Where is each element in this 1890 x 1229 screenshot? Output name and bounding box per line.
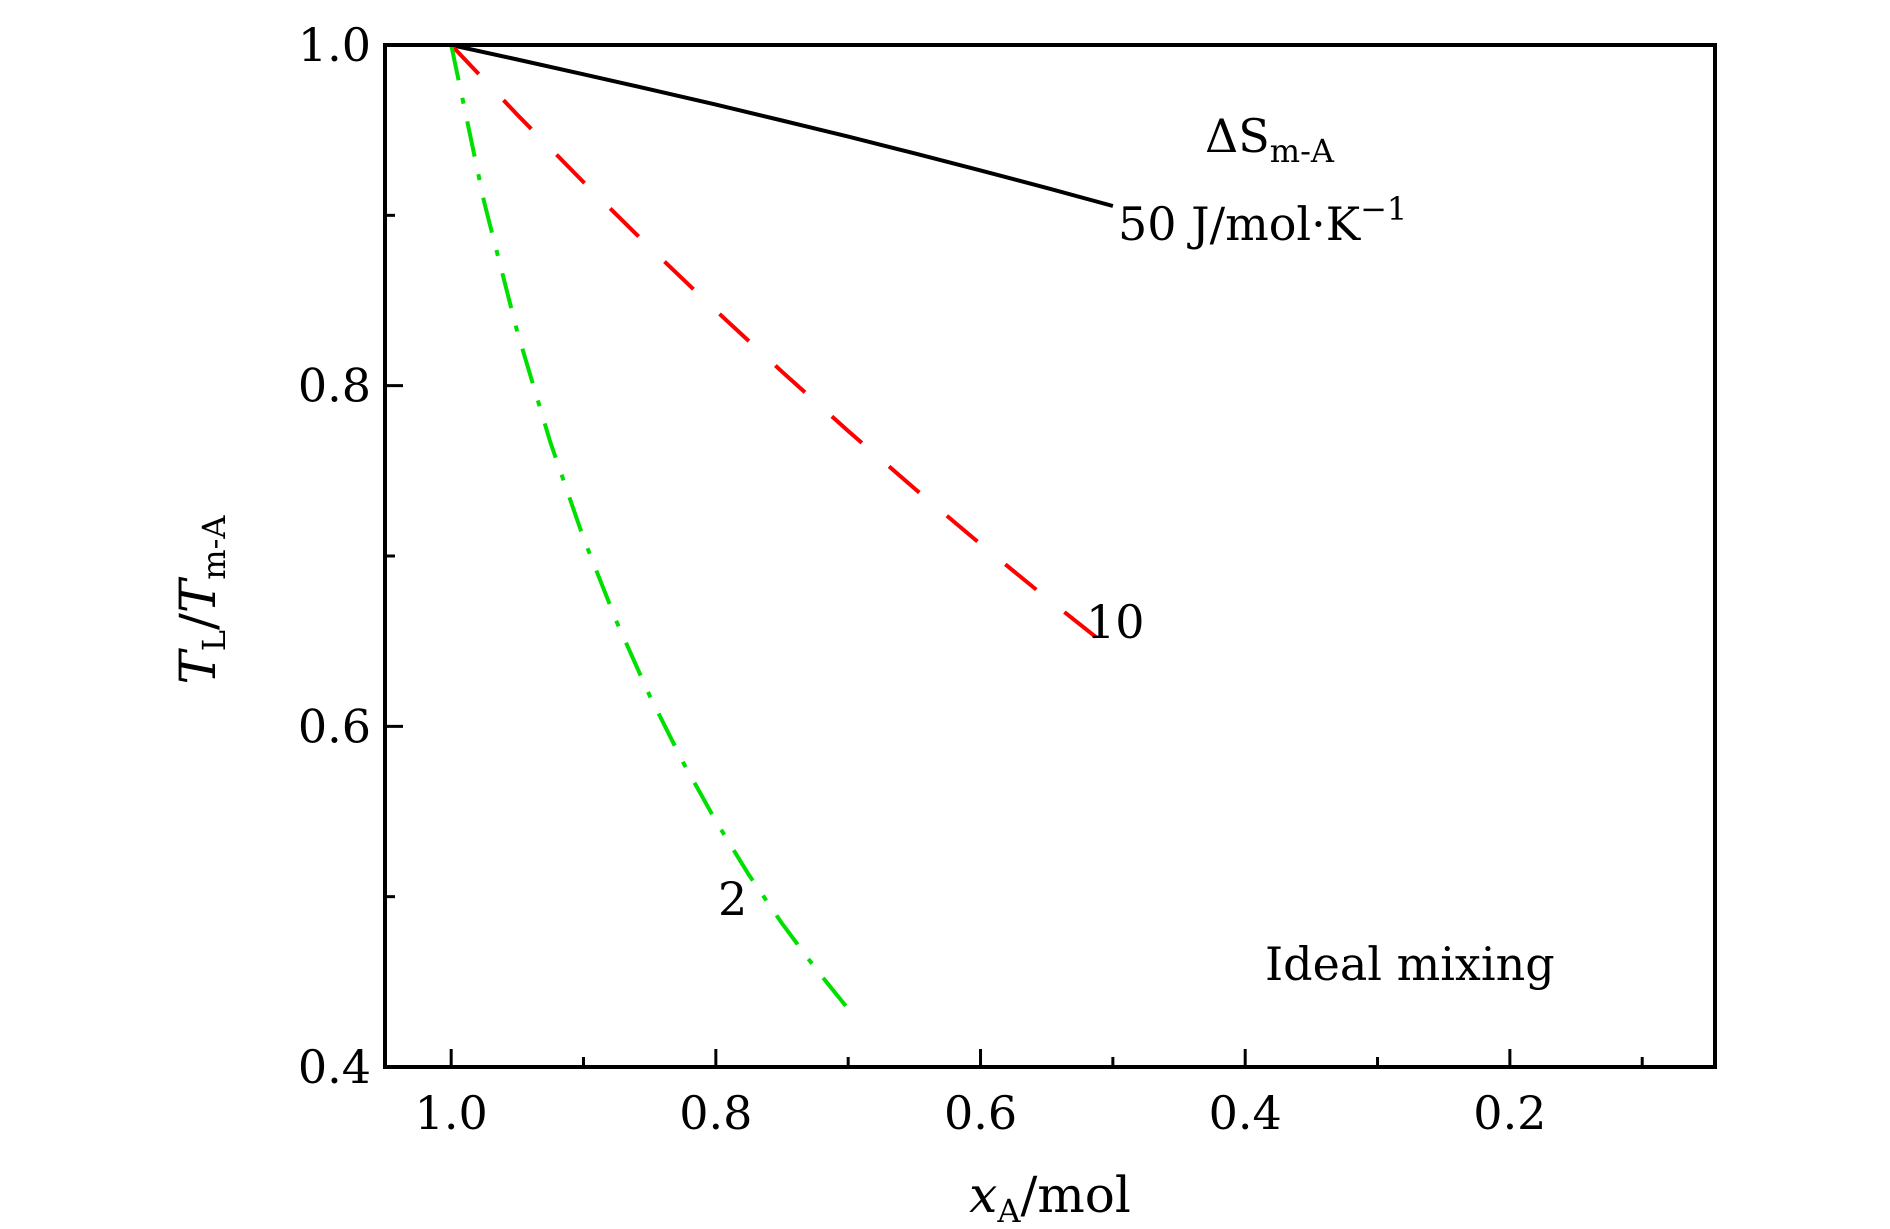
x-tick-label: 1.0 — [415, 1086, 488, 1140]
curve-label-50: 50 J/mol·K−1 — [1118, 190, 1407, 251]
curve-label-10: 10 — [1086, 595, 1145, 649]
x-axis-label: xA/mol — [969, 1166, 1131, 1229]
y-axis-label: TL/Tm-A — [169, 515, 233, 685]
series-layer — [449, 45, 1115, 1011]
series-line-2 — [449, 45, 1115, 653]
y-tick-label: 0.8 — [298, 359, 371, 413]
entropy-header-label: ΔSm-A — [1205, 109, 1335, 170]
x-tick-label: 0.6 — [944, 1086, 1017, 1140]
ideal-mixing-label: Ideal mixing — [1265, 937, 1555, 991]
y-tick-label: 1.0 — [298, 18, 371, 72]
ticks-layer: 1.0 0.8 0.6 0.4 0.2 1.0 0.8 0.6 0.4 — [298, 18, 1644, 1140]
plot-frame — [383, 43, 1717, 1069]
curve-label-2: 2 — [718, 872, 747, 926]
x-tick-label: 0.2 — [1473, 1086, 1546, 1140]
series-line-3 — [449, 45, 850, 1011]
y-tick-label: 0.6 — [298, 699, 371, 753]
series-line-1 — [450, 45, 1114, 208]
x-tick-label: 0.8 — [679, 1086, 752, 1140]
x-tick-label: 0.4 — [1209, 1086, 1282, 1140]
y-tick-label: 0.4 — [298, 1040, 371, 1094]
